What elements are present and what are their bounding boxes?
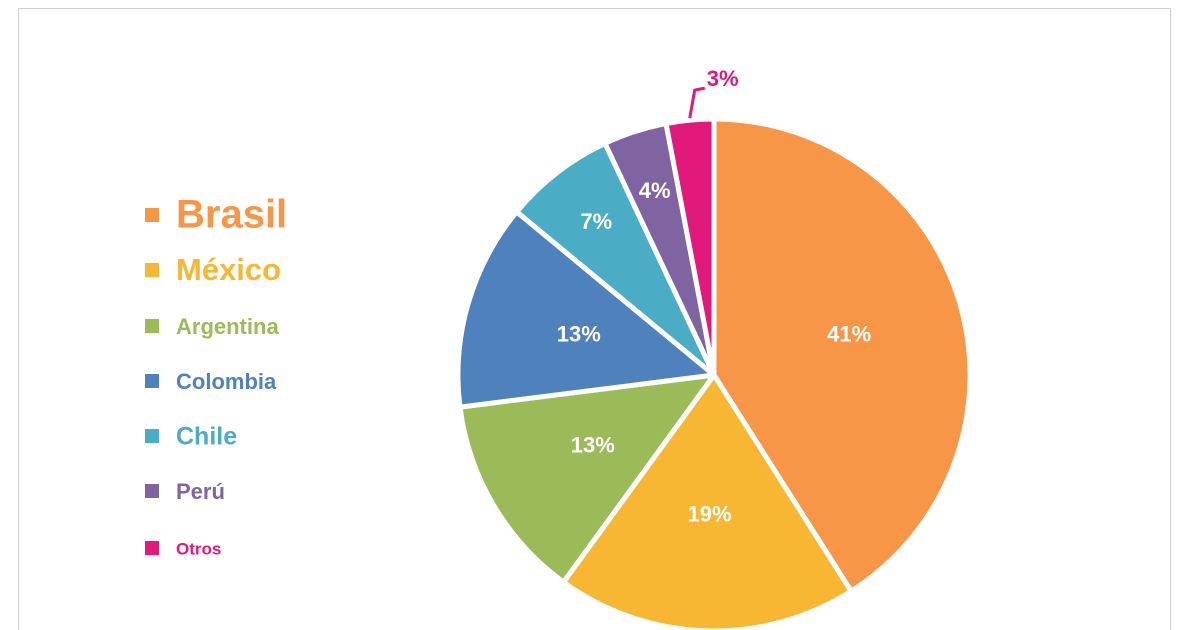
pie-slice [561,372,854,630]
pie-slice [455,209,717,410]
chart-frame [18,8,1171,630]
legend-label: Argentina [176,314,279,339]
legend-label: Otros [176,539,221,558]
data-label: 41% [827,322,871,347]
data-label: 13% [571,432,615,457]
legend-label: Brasil [176,193,287,237]
legend-label: México [176,252,281,287]
legend-label: Colombia [176,369,277,394]
pie-slice [663,116,717,378]
pie-slice [457,372,717,585]
legend-label: Perú [176,479,225,504]
data-label: 4% [639,178,671,203]
legend-swatch [145,541,159,555]
legend-swatch [145,429,159,443]
legend-swatch [145,374,159,388]
data-label: 13% [557,322,601,347]
data-label: 19% [688,502,732,527]
legend-swatch [145,263,159,277]
legend-swatch [145,319,159,333]
legend-swatch [145,484,159,498]
data-label: 3% [707,66,739,91]
data-label: 7% [580,209,612,234]
legend-swatch [145,208,159,222]
legend-label: Chile [176,423,237,451]
leader-line [688,86,706,119]
